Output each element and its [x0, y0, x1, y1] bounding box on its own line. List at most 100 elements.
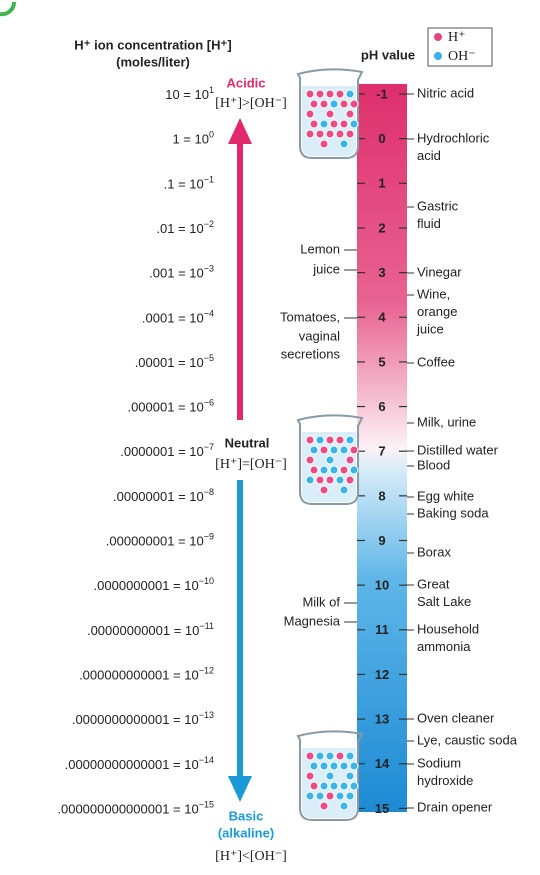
beaker-ion: [329, 445, 339, 455]
right-label: Egg white: [417, 488, 474, 503]
concentration-value: .00001 = 10: [135, 355, 204, 370]
beaker-ion: [319, 465, 329, 475]
concentration: .000000001 = 10−9: [106, 532, 214, 549]
concentration: .0000000001 = 10−10: [94, 577, 214, 594]
beaker-ion: [325, 89, 335, 99]
concentration-exponent: −2: [204, 219, 214, 229]
right-label: Salt Lake: [417, 594, 471, 609]
beaker-ion: [349, 761, 359, 771]
base-arrow-head: [228, 776, 252, 802]
beaker-glass: [296, 68, 364, 159]
beaker-ion: [329, 119, 339, 129]
concentration-exponent: −10: [199, 577, 214, 587]
concentration-exponent: 0: [209, 130, 214, 140]
beaker-ion: [325, 455, 335, 465]
neutral-label: Neutral: [225, 435, 270, 450]
concentration-value: .000000000000001 = 10: [57, 802, 198, 817]
beaker-ion: [345, 129, 355, 139]
beaker-ion: [309, 465, 319, 475]
beaker-ion: [345, 109, 355, 119]
beaker-ion: [339, 119, 349, 129]
beaker-ion: [339, 465, 349, 475]
beaker-ion: [339, 801, 349, 811]
beaker-ion: [339, 761, 349, 771]
beaker-ion: [309, 761, 319, 771]
ph-number: 7: [378, 444, 385, 459]
concentration-value: .00000001 = 10: [113, 489, 204, 504]
beaker-ion: [325, 791, 335, 801]
beaker-ion: [319, 781, 329, 791]
legend-h: H⁺: [448, 30, 466, 45]
concentration-value: .0000000000001 = 10: [72, 713, 199, 728]
beaker-ion: [305, 771, 315, 781]
concentration-value: .000000001 = 10: [106, 534, 204, 549]
beaker-ion: [305, 791, 315, 801]
left-label: Lemon: [300, 241, 340, 256]
concentration: .000001 = 10−6: [127, 398, 214, 415]
beaker-ion: [315, 475, 325, 485]
concentration-units: (moles/liter): [116, 54, 190, 69]
beaker-ion: [315, 791, 325, 801]
right-label: hydroxide: [417, 773, 473, 788]
right-label: Household: [417, 621, 479, 636]
right-label: fluid: [417, 216, 441, 231]
right-label: Hydrochloric: [417, 130, 490, 145]
acidic-label: Acidic: [226, 75, 265, 90]
beaker-glass: [296, 414, 364, 505]
right-label: Sodium: [417, 755, 461, 770]
beaker-ion: [345, 89, 355, 99]
right-label: Lye, caustic soda: [417, 732, 518, 747]
corner-arc: [0, 1, 17, 17]
beaker-ion: [349, 119, 359, 129]
beaker-ion: [349, 781, 359, 791]
right-label: juice: [416, 321, 444, 336]
left-label: Magnesia: [284, 613, 341, 628]
beaker-ion: [319, 119, 329, 129]
right-label: Coffee: [417, 354, 455, 369]
beaker-ion: [329, 761, 339, 771]
beaker-ion: [345, 791, 355, 801]
ph-number: 2: [378, 220, 385, 235]
concentration-value: 10 = 10: [165, 87, 209, 102]
concentration-value: .0000000001 = 10: [94, 579, 199, 594]
beaker-ion: [335, 129, 345, 139]
neutral-relation: [H⁺]=[OH⁻]: [215, 457, 287, 472]
ph-number: 1: [378, 176, 385, 191]
legend-oh-dot: [434, 52, 442, 60]
beaker-ion: [305, 89, 315, 99]
concentration-value: 1 = 10: [172, 132, 209, 147]
beaker-ion: [335, 89, 345, 99]
concentration: .001 = 10−3: [149, 264, 214, 281]
concentration-value: .0000001 = 10: [120, 445, 204, 460]
ph-number: 8: [378, 488, 385, 503]
beaker-ion: [325, 129, 335, 139]
concentration-value: .000000000001 = 10: [79, 668, 199, 683]
beaker-ion: [335, 435, 345, 445]
left-label: secretions: [281, 346, 341, 361]
concentration: 1 = 100: [172, 130, 214, 147]
concentration: .01 = 10−2: [156, 219, 214, 236]
concentration: .000000000000001 = 10−15: [57, 800, 214, 817]
ph-number: 12: [375, 667, 389, 682]
ph-number: 15: [375, 801, 389, 816]
concentration-exponent: −8: [204, 487, 214, 497]
beaker-ion: [329, 781, 339, 791]
concentration-value: .00000000000001 = 10: [65, 757, 199, 772]
beaker-ion: [349, 465, 359, 475]
concentration-exponent: −14: [199, 755, 214, 765]
concentration: .0001 = 10−4: [142, 309, 214, 326]
concentration: .0000000000001 = 10−13: [72, 710, 214, 727]
ph-number: 3: [378, 265, 385, 280]
concentration-exponent: −1: [204, 175, 214, 185]
beaker-ion: [309, 119, 319, 129]
beaker-ion: [319, 485, 329, 495]
beaker-ion: [345, 475, 355, 485]
beaker-ion: [305, 751, 315, 761]
ph-number: 11: [375, 622, 389, 637]
right-label: Baking soda: [417, 505, 489, 520]
concentration: .0000001 = 10−7: [120, 443, 214, 460]
right-label: ammonia: [417, 639, 471, 654]
beaker-ion: [315, 129, 325, 139]
